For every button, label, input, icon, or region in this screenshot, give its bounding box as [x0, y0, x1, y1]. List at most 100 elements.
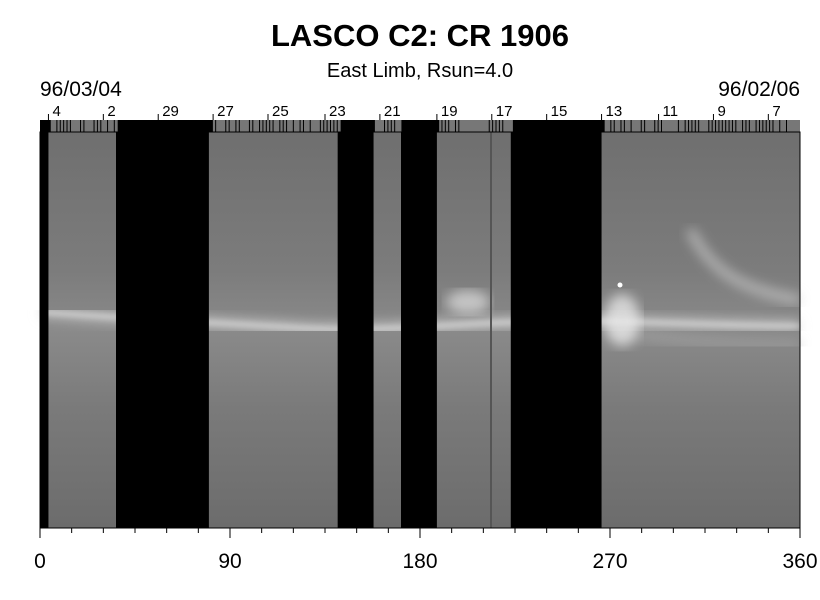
- strip-gap-segment: [344, 120, 348, 132]
- strip-gap-segment: [208, 120, 213, 132]
- data-gap: [40, 132, 49, 528]
- strip-gap-segment: [350, 120, 355, 132]
- strip-gap-segment: [526, 120, 531, 132]
- top-tick-label: 23: [329, 103, 346, 120]
- strip-gap-segment: [144, 120, 149, 132]
- top-tick-label: 21: [384, 103, 401, 120]
- data-gaps: [40, 132, 602, 528]
- strip-gap-segment: [546, 120, 551, 132]
- bright-feature-270: [604, 294, 640, 346]
- bright-feature-190: [446, 290, 490, 314]
- strip-gap-segment: [550, 120, 554, 132]
- top-tick-label: 25: [272, 103, 289, 120]
- strip-gap-segment: [539, 120, 544, 132]
- strip-gap-segment: [404, 120, 409, 132]
- strip-gap-segment: [431, 120, 436, 132]
- strip-gap-segment: [600, 120, 605, 132]
- top-tick-label: 17: [496, 103, 513, 120]
- strip-gap-segment: [46, 120, 51, 132]
- strip-gap-segment: [171, 120, 176, 132]
- x-tick-label: 0: [34, 550, 46, 573]
- strip-gap-segment: [516, 120, 521, 132]
- top-tick-label: 7: [772, 103, 780, 120]
- strip-gap-segment: [597, 120, 602, 132]
- strip-gap-segment: [371, 120, 375, 132]
- strip-gap-segment: [401, 120, 406, 132]
- strip-gap-segment: [418, 120, 423, 132]
- strip-gap-segment: [121, 120, 125, 132]
- strip-gap-segment: [587, 120, 592, 132]
- top-tick-label: 29: [162, 103, 179, 120]
- strip-gap-segment: [573, 120, 578, 132]
- strip-gap-segment: [202, 120, 207, 132]
- strip-gap-segment: [347, 120, 352, 132]
- strip-gap-segment: [533, 120, 538, 132]
- strip-gap-segment: [536, 120, 541, 132]
- strip-gap-segment: [583, 120, 588, 132]
- top-tick-label: 13: [606, 103, 623, 120]
- strip-gap-segment: [563, 120, 568, 132]
- chart-subtitle: East Limb, Rsun=4.0: [326, 60, 514, 82]
- strip-gap-segment: [117, 120, 122, 132]
- strip-gap-segment: [367, 120, 372, 132]
- top-date-axis: 4 2 29 27 25 23 21 19 17 15 13 11 9 7: [47, 103, 781, 120]
- strip-gap-segment: [354, 120, 359, 132]
- strip-gap-segment: [185, 120, 190, 132]
- strip-gap-segment: [360, 120, 365, 132]
- strip-gap-segment: [137, 120, 142, 132]
- longitude-axis: 0 90 180 270 360: [34, 528, 818, 573]
- strip-gap-segment: [148, 120, 152, 132]
- strip-gap-segment: [178, 120, 183, 132]
- top-tick-label: 4: [52, 103, 60, 120]
- strip-gap-segment: [408, 120, 413, 132]
- strip-gap-segment: [414, 120, 419, 132]
- strip-gap-segment: [556, 120, 561, 132]
- strip-gap-segment: [151, 120, 156, 132]
- x-tick-label: 180: [402, 550, 437, 573]
- strip-gap-segment: [523, 120, 527, 132]
- top-tick-label: 27: [217, 103, 234, 120]
- strip-gap-segment: [543, 120, 548, 132]
- top-tick-label: 11: [663, 103, 679, 120]
- start-date-label: 96/03/04: [40, 78, 122, 101]
- strip-gap-segment: [590, 120, 595, 132]
- strip-gap-segment: [577, 120, 581, 132]
- strip-gap-segment: [553, 120, 558, 132]
- strip-gap-segment: [154, 120, 159, 132]
- strip-gap-segment: [124, 120, 129, 132]
- upper-streamer-arc: [685, 227, 801, 305]
- observation-tick-strip: [40, 120, 800, 132]
- strip-gap-segment: [340, 120, 345, 132]
- data-gap: [116, 132, 209, 528]
- x-tick-label: 90: [218, 550, 241, 573]
- top-tick-label: 9: [717, 103, 725, 120]
- strip-gap-segment: [40, 120, 44, 132]
- top-tick-label: 2: [107, 103, 115, 120]
- strip-gap-segment: [357, 120, 362, 132]
- strip-gap-segment: [529, 120, 534, 132]
- strip-gap-segment: [566, 120, 571, 132]
- strip-gap-segment: [134, 120, 139, 132]
- strip-gap-segment: [435, 120, 440, 132]
- strip-gap-segment: [164, 120, 169, 132]
- x-tick-label: 270: [592, 550, 627, 573]
- strip-gap-segment: [593, 120, 598, 132]
- strip-gap-segment: [205, 120, 210, 132]
- data-gap: [510, 132, 602, 528]
- strip-gap-segment: [364, 120, 369, 132]
- x-tick-label: 360: [782, 550, 817, 573]
- strip-gap-segment: [181, 120, 186, 132]
- strip-gap-segment: [560, 120, 565, 132]
- strip-gap-segment: [425, 120, 429, 132]
- bright-dot: [617, 282, 623, 288]
- strip-gap-segment: [195, 120, 200, 132]
- strip-gap-segment: [411, 120, 416, 132]
- strip-gap-segment: [141, 120, 146, 132]
- data-gap: [337, 132, 374, 528]
- strip-gap-segment: [161, 120, 166, 132]
- chart-title: LASCO C2: CR 1906: [270, 18, 570, 53]
- strip-gap-segment: [198, 120, 203, 132]
- strip-gap-segment: [519, 120, 524, 132]
- strip-gap-segment: [188, 120, 193, 132]
